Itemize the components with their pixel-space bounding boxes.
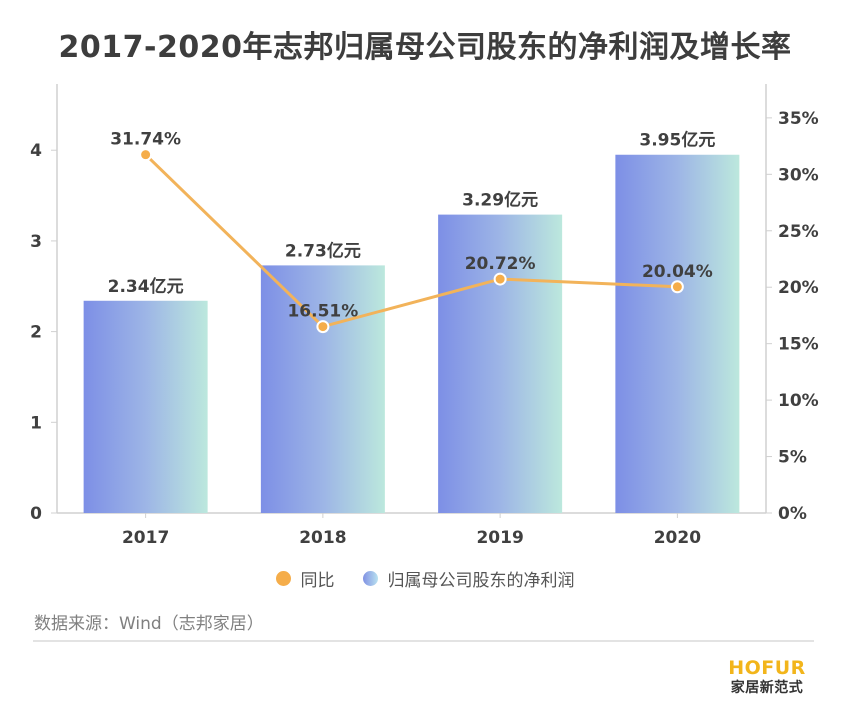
x-tick-label: 2018	[299, 528, 346, 548]
line-point-yoy	[316, 320, 330, 334]
y-right-tick-label: 10%	[778, 391, 819, 411]
legend-item-net-profit[interactable]: 归属母公司股东的净利润	[362, 566, 575, 591]
y-right-tick-label: 25%	[778, 222, 819, 242]
bar-data-label: 2.73亿元	[285, 240, 361, 261]
chart-title: 2017-2020年志邦归属母公司股东的净利润及增长率	[58, 30, 792, 65]
legend: 同比 归属母公司股东的净利润	[0, 566, 850, 591]
line-data-label: 31.74%	[110, 130, 181, 150]
y-left-tick-label: 2	[30, 323, 42, 343]
legend-label-net-profit: 归属母公司股东的净利润	[387, 571, 575, 591]
bar-data-label: 2.34亿元	[108, 276, 184, 297]
bar-data-label: 3.95亿元	[639, 130, 715, 151]
bar-net-profit	[260, 265, 385, 513]
line-data-label: 20.04%	[642, 262, 713, 282]
x-tick-label: 2017	[122, 528, 169, 548]
y-left-tick-label: 3	[30, 232, 42, 252]
legend-dot-line-icon	[275, 571, 291, 586]
bar-net-profit	[438, 214, 563, 513]
y-right-tick-label: 5%	[778, 448, 807, 468]
bar-net-profit	[615, 154, 740, 513]
line-point-yoy	[670, 280, 684, 294]
y-left-tick-label: 4	[30, 141, 42, 161]
y-right-tick-label: 0%	[778, 504, 807, 524]
line-point-yoy	[139, 148, 153, 162]
chart-canvas: 0 1 2 3 4 0% 5% 10% 15% 20% 25% 30% 35% 2017 2018 2019 2…	[30, 84, 819, 548]
logo-text-cn: 家居新范式	[730, 680, 804, 696]
y-right-tick-label: 15%	[778, 335, 819, 355]
bar-data-label: 3.29亿元	[462, 190, 538, 211]
brand-logo: HOFUR 家居新范式	[722, 657, 812, 697]
y-right-tick-label: 20%	[778, 278, 819, 298]
x-tick-label: 2020	[654, 528, 701, 548]
legend-label-yoy: 同比	[300, 571, 335, 591]
line-data-label: 16.51%	[287, 302, 358, 322]
logo-text-en: HOFUR	[728, 657, 806, 679]
line-yoy-growth	[144, 153, 678, 329]
x-tick-label: 2019	[476, 528, 523, 548]
y-left-tick-label: 0	[30, 504, 42, 524]
footer-divider	[33, 640, 814, 642]
y-left-tick-label: 1	[30, 413, 42, 433]
y-right-tick-label: 30%	[778, 165, 819, 185]
legend-item-yoy[interactable]: 同比	[275, 566, 335, 591]
line-point-yoy	[493, 272, 507, 286]
y-right-tick-label: 35%	[778, 109, 819, 129]
legend-dot-bar-icon	[362, 571, 378, 586]
bar-net-profit	[83, 300, 208, 513]
data-source-note: 数据来源：Wind（志邦家居）	[34, 614, 264, 634]
line-data-label: 20.72%	[465, 254, 536, 274]
